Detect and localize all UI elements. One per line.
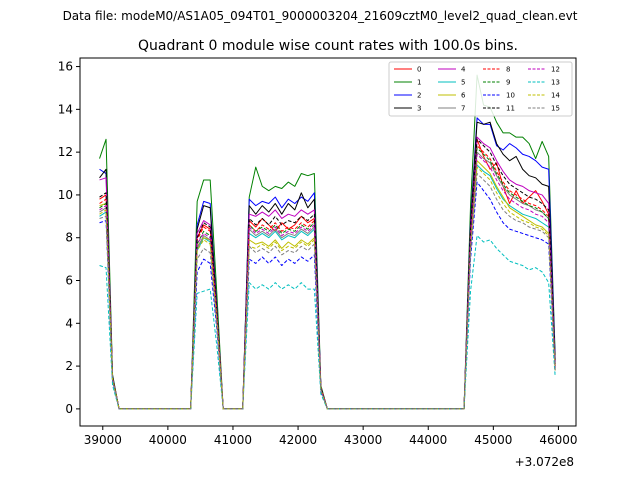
legend-label-9: 9 [506,79,510,87]
legend-label-13: 13 [551,79,560,87]
x-tick-label: 43000 [344,433,382,447]
legend-label-6: 6 [461,92,466,100]
legend-label-1: 1 [417,79,421,87]
series-line-14 [99,166,556,410]
legend-label-3: 3 [417,105,421,113]
x-tick-label: 40000 [149,433,187,447]
legend-label-2: 2 [417,92,421,100]
legend-label-7: 7 [461,105,465,113]
legend-label-0: 0 [417,66,421,74]
figure-suptitle: Data file: modeM0/AS1A05_094T01_90000032… [63,9,578,23]
plot-area [79,57,577,427]
legend-label-14: 14 [551,92,560,100]
x-tick-label: 45000 [474,433,512,447]
x-tick-label: 39000 [84,433,122,447]
legend-label-8: 8 [506,66,510,74]
legend-label-12: 12 [551,66,560,74]
y-tick-label: 4 [65,316,73,330]
y-tick-label: 12 [58,145,73,159]
y-tick-label: 10 [58,188,73,202]
x-tick-label: 46000 [539,433,577,447]
legend-label-10: 10 [506,92,515,100]
y-tick-label: 8 [65,231,73,245]
y-tick-label: 0 [65,402,73,416]
x-tick-label: 42000 [279,433,317,447]
axes-frame [79,57,577,427]
legend-frame [388,61,573,117]
y-tick-label: 2 [65,359,73,373]
y-tick-label: 16 [58,60,73,74]
chart-title: Quadrant 0 module wise count rates with … [138,38,518,54]
x-tick-label: 41000 [214,433,252,447]
x-axis: 39000 40000 41000 42000 43000 44000 45000 46000 [84,426,578,447]
y-tick-label: 14 [58,102,73,116]
x-tick-label: 44000 [409,433,447,447]
legend-label-5: 5 [461,79,465,87]
legend-label-11: 11 [506,105,515,113]
series-layer [99,74,556,410]
legend-label-15: 15 [551,105,560,113]
x-offset-label: +3.072e8 [515,455,574,469]
y-axis: 0 2 4 6 8 10 12 14 16 [58,60,80,416]
y-tick-label: 6 [65,274,73,288]
legend-label-4: 4 [461,66,466,74]
